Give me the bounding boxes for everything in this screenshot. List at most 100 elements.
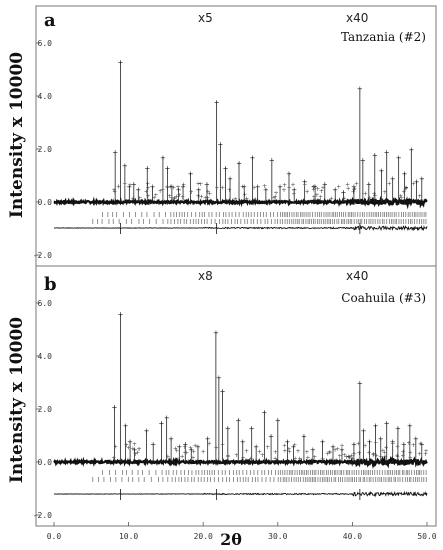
panel-b-observed-point: + <box>325 451 330 458</box>
panel-a-observed-point: + <box>181 182 186 189</box>
panel-a-observed-point: + <box>291 191 296 198</box>
panel-a-plot: -2.00.02.04.06.0+++++++++++ +++++++++++++… <box>33 39 428 260</box>
panel-a-peak-marker: + <box>188 170 194 178</box>
panel-b-observed-point: + <box>135 449 140 456</box>
panel-b-observed-point: + <box>297 455 302 462</box>
panel-b-observed-point: + <box>165 454 170 461</box>
panel-a-observed-point: + <box>399 195 404 202</box>
panel-b-observed-point: + <box>133 451 138 458</box>
panel-b-peak-marker: + <box>144 427 150 435</box>
panel-b-y-tick-label: 6.0 <box>38 299 53 308</box>
panel-b-observed-point: + <box>113 444 118 451</box>
panel-a-peak-marker: + <box>277 183 283 191</box>
panel-b-observed-point: + <box>282 447 287 454</box>
panel-b-peak-marker: + <box>253 443 259 451</box>
panel-a-peak-marker: + <box>372 151 378 159</box>
panel-a-observed-point: + <box>282 182 287 189</box>
panel-b-observed-point: + <box>408 455 413 462</box>
panel-a-observed-point: + <box>152 194 157 201</box>
panel-a-observed-point: + <box>196 180 201 187</box>
panel-b-y-tick-label: -2.0 <box>33 511 52 520</box>
panel-b-peak-marker: + <box>413 435 419 443</box>
panel-b-peak-marker: + <box>168 435 174 443</box>
panel-b-observed-point: + <box>395 453 400 460</box>
panel-b-observed-point: + <box>401 448 406 455</box>
panel-b-observed-point: + <box>174 448 179 455</box>
panel-a-observed-point: + <box>373 193 378 200</box>
panel-a-observed-point: + <box>172 195 177 202</box>
panel-a-peak-marker: + <box>131 180 137 188</box>
panel-b-peak-marker: + <box>205 435 211 443</box>
panel-a-observed-point: + <box>169 195 174 202</box>
panel-a-observed-point: + <box>354 181 359 188</box>
panel-b-observed-point: + <box>417 450 422 457</box>
panel-b-peak-marker: + <box>176 443 182 451</box>
panel-b-peak-marker: + <box>301 433 307 441</box>
panel-a-observed-point: + <box>251 184 256 191</box>
panel-a-peak-marker: + <box>269 157 275 165</box>
panel-a-scale-2: x40 <box>346 11 368 25</box>
panel-a-peak-marker: + <box>384 149 390 157</box>
panel-a-peak-marker: + <box>341 188 347 196</box>
panel-b-observed-point: + <box>382 450 387 457</box>
panel-b-observed-point: + <box>193 443 198 450</box>
panel-b-observed-point: + <box>305 455 310 462</box>
panel-a-peak-marker: + <box>263 186 269 194</box>
panel-b-peak-marker: + <box>419 440 425 448</box>
panel-b-observed-point: + <box>390 440 395 447</box>
panel-b-peak-marker: + <box>249 425 255 433</box>
panel-b-y-tick-label: 0.0 <box>38 458 53 467</box>
panel-a-observed-point: + <box>130 196 135 203</box>
panel-b-observed-point: + <box>357 450 362 457</box>
panel-b-peak-marker: + <box>310 446 316 454</box>
panel-a-observed-point: + <box>411 180 416 187</box>
y-axis-label-a: Intensity x 10000 <box>7 52 27 218</box>
panel-b-scale-1: x8 <box>198 269 213 283</box>
panel-a-observed-point: + <box>319 188 324 195</box>
panel-b-observed-point: + <box>327 449 332 456</box>
panel-b-observed-point: + <box>137 446 142 453</box>
panel-a-peak-marker: + <box>402 170 408 178</box>
panel-b-observed-point: + <box>400 453 405 460</box>
panel-a-observed-point: + <box>205 188 210 195</box>
panel-b-observed-point: + <box>201 449 206 456</box>
panel-a-observed-point: + <box>403 185 408 192</box>
panel-b-peak-marker: + <box>361 427 367 435</box>
panel-b-peak-marker: + <box>182 440 188 448</box>
panel-b-peak-marker: + <box>320 438 326 446</box>
panel-a-peak-marker: + <box>135 186 141 194</box>
panel-a-peak-marker: + <box>379 167 385 175</box>
panel-a-peak-marker: + <box>357 85 363 93</box>
panel-a-peak-marker: + <box>169 183 175 191</box>
panel-b-observed-point: + <box>190 455 195 462</box>
panel-b-observed-point: + <box>124 442 129 449</box>
panel-b-observed-point: + <box>136 446 141 453</box>
panel-b-observed-point: + <box>320 456 325 463</box>
panel-a-observed-point: + <box>352 187 357 194</box>
panel-a-observed-point: + <box>318 194 323 201</box>
panel-a-peak-marker: + <box>419 175 425 183</box>
panel-a-observed-point: + <box>167 193 172 200</box>
x-tick-label: 50.0 <box>417 532 436 541</box>
panel-b-observed-point: + <box>373 440 378 447</box>
panel-b-scale-2: x40 <box>346 269 368 283</box>
panel-a-peak-marker: + <box>255 183 261 191</box>
panel-a-observed-point: + <box>168 183 173 190</box>
panel-b-difference-curve <box>53 490 428 498</box>
panel-b-observed-point: + <box>312 454 317 461</box>
panel-a-observed-point: + <box>311 184 316 191</box>
panel-b-observed-point: + <box>384 445 389 452</box>
panel-b-peak-marker: + <box>357 380 363 388</box>
panel-a-observed-point: + <box>273 194 278 201</box>
x-axis-label: 2θ <box>220 530 242 549</box>
panel-a: a x5 x40 Tanzania (#2) -2.0 0.0 2.0 4.0 6.0 +… <box>33 5 437 267</box>
panel-b-observed-point: + <box>184 449 189 456</box>
panel-a-observed-point: + <box>233 196 238 203</box>
panel-b-y-tick-label: 4.0 <box>38 352 53 361</box>
panel-a-observed-point: + <box>314 192 319 199</box>
panel-b-peak-marker: + <box>261 409 267 417</box>
panel-a-observed-point: + <box>196 193 201 200</box>
panel-a-peak-marker: + <box>112 149 118 157</box>
panel-b-peak-marker: + <box>275 417 281 425</box>
x-tick-label: 40.0 <box>343 532 362 541</box>
